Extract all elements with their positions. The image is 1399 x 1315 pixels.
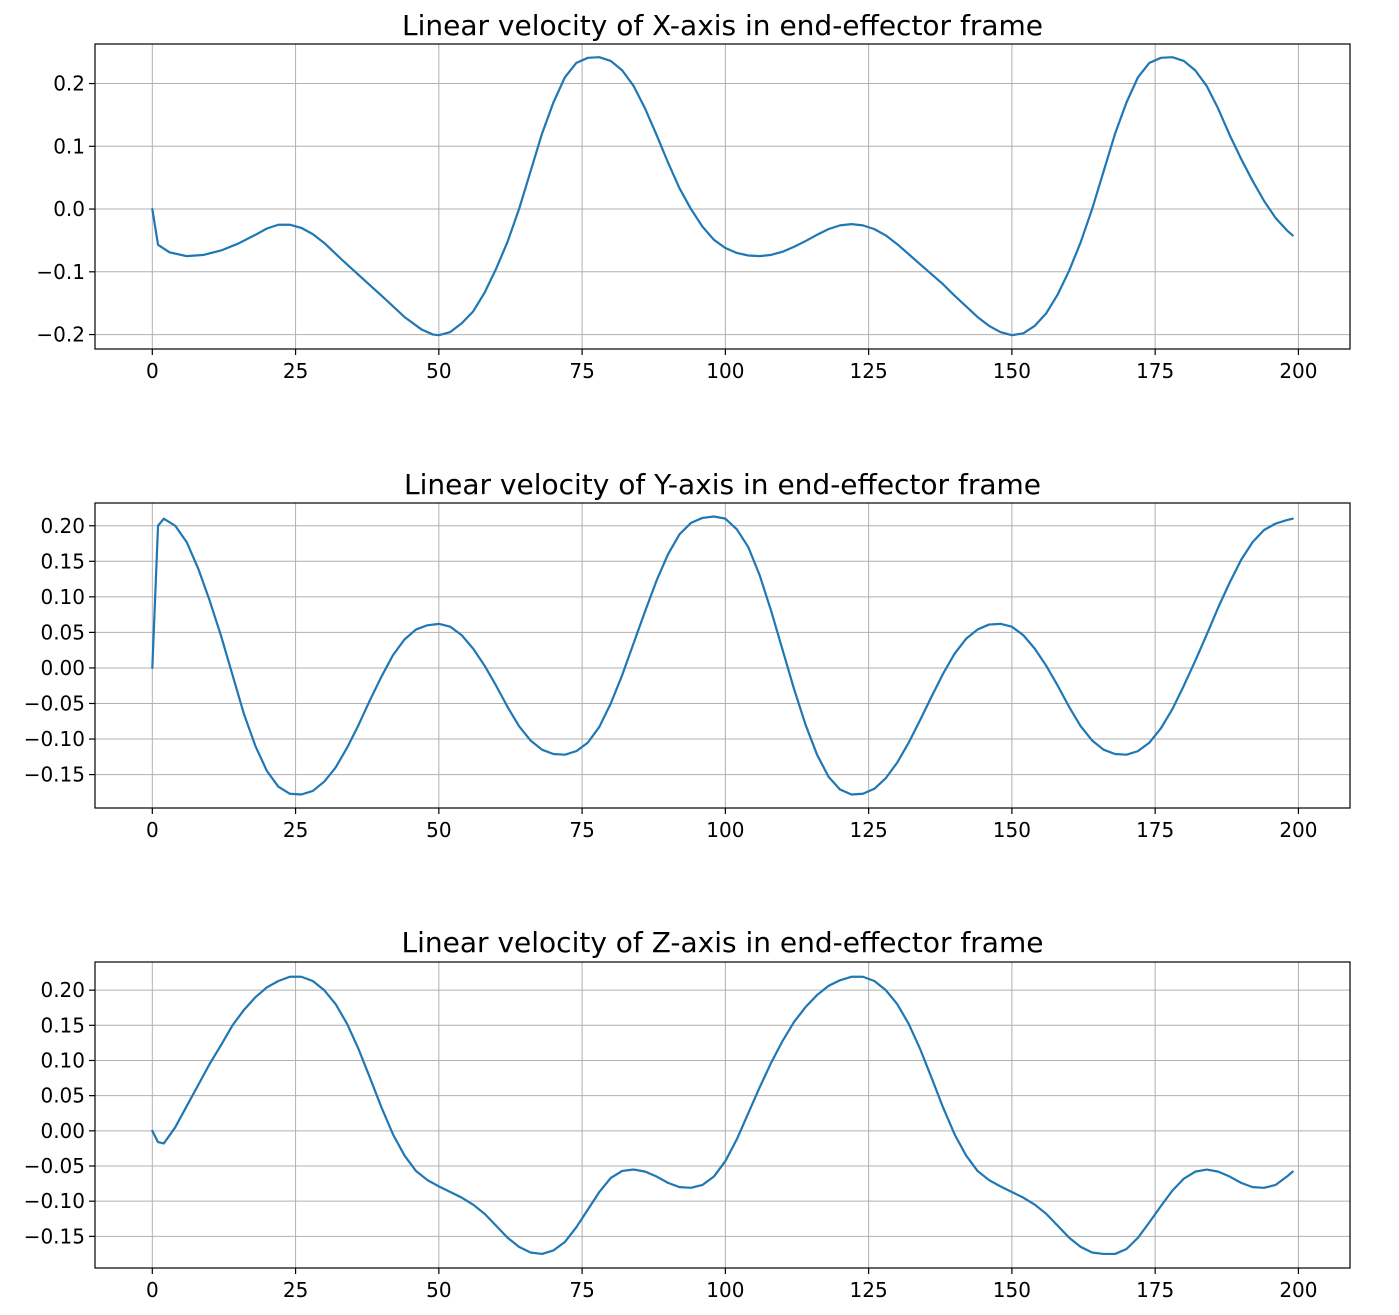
y-velocity-y-tick-label: 0.10: [40, 585, 85, 609]
y-velocity-y-tick-label: 0.15: [40, 549, 85, 573]
y-velocity-series-line: [151, 515, 1294, 796]
z-velocity-x-tick-label: 50: [426, 1278, 451, 1302]
y-velocity-y-tick-label: 0.05: [40, 620, 85, 644]
y-velocity-x-tick-label: 25: [283, 818, 308, 842]
z-velocity-y-tick-label: 0.10: [40, 1048, 85, 1072]
x-velocity-panel: Linear velocity of X-axis in end-effecto…: [36, 9, 1351, 383]
y-velocity-panel: Linear velocity of Y-axis in end-effecto…: [24, 468, 1351, 842]
z-velocity-x-tick-label: 0: [146, 1278, 159, 1302]
z-velocity-panel: Linear velocity of Z-axis in end-effecto…: [24, 926, 1351, 1302]
x-velocity-series-line: [151, 56, 1294, 337]
z-velocity-x-tick-label: 125: [850, 1278, 888, 1302]
z-velocity-x-tick-label: 75: [569, 1278, 594, 1302]
z-velocity-axes-frame: [94, 961, 1351, 1269]
x-velocity-x-tick-label: 0: [146, 359, 159, 383]
x-velocity-x-tick-label: 100: [706, 359, 744, 383]
x-velocity-x-tick-label: 125: [850, 359, 888, 383]
x-velocity-y-tick-label: 0.0: [53, 197, 85, 221]
y-velocity-x-tick-label: 125: [850, 818, 888, 842]
y-velocity-y-tick-label: 0.20: [40, 514, 85, 538]
z-velocity-y-tick-label: 0.15: [40, 1013, 85, 1037]
z-velocity-title: Linear velocity of Z-axis in end-effecto…: [402, 926, 1044, 959]
x-velocity-y-tick-label: 0.1: [53, 134, 85, 158]
z-velocity-x-tick-label: 150: [993, 1278, 1031, 1302]
z-velocity-x-tick-label: 200: [1279, 1278, 1317, 1302]
y-velocity-x-tick-label: 50: [426, 818, 451, 842]
x-velocity-x-tick-label: 150: [993, 359, 1031, 383]
z-velocity-x-tick-label: 175: [1136, 1278, 1174, 1302]
x-velocity-y-tick-label: −0.2: [36, 323, 85, 347]
x-velocity-axes-frame: [94, 43, 1351, 350]
x-velocity-y-tick-label: −0.1: [36, 260, 85, 284]
y-velocity-y-tick-label: −0.05: [24, 691, 85, 715]
y-velocity-x-tick-label: 175: [1136, 818, 1174, 842]
z-velocity-y-tick-label: 0.00: [40, 1119, 85, 1143]
y-velocity-x-tick-label: 75: [569, 818, 594, 842]
x-velocity-y-tick-label: 0.2: [53, 72, 85, 96]
x-velocity-x-tick-label: 25: [283, 359, 308, 383]
z-velocity-series-line: [151, 975, 1294, 1256]
y-velocity-x-tick-label: 100: [706, 818, 744, 842]
z-velocity-y-tick-label: −0.15: [24, 1224, 85, 1248]
x-velocity-title: Linear velocity of X-axis in end-effecto…: [402, 9, 1043, 42]
y-velocity-x-tick-label: 150: [993, 818, 1031, 842]
y-velocity-title: Linear velocity of Y-axis in end-effecto…: [404, 468, 1041, 501]
x-velocity-x-tick-label: 200: [1279, 359, 1317, 383]
x-velocity-x-tick-label: 75: [569, 359, 594, 383]
y-velocity-y-tick-label: 0.00: [40, 656, 85, 680]
y-velocity-axes-frame: [94, 502, 1351, 809]
z-velocity-x-tick-label: 100: [706, 1278, 744, 1302]
z-velocity-x-tick-label: 25: [283, 1278, 308, 1302]
z-velocity-y-tick-label: 0.05: [40, 1084, 85, 1108]
y-velocity-x-tick-label: 200: [1279, 818, 1317, 842]
z-velocity-y-tick-label: 0.20: [40, 978, 85, 1002]
y-velocity-y-tick-label: −0.15: [24, 763, 85, 787]
z-velocity-y-tick-label: −0.10: [24, 1189, 85, 1213]
y-velocity-x-tick-label: 0: [146, 818, 159, 842]
z-velocity-y-tick-label: −0.05: [24, 1154, 85, 1178]
x-velocity-x-tick-label: 50: [426, 359, 451, 383]
x-velocity-x-tick-label: 175: [1136, 359, 1174, 383]
y-velocity-y-tick-label: −0.10: [24, 727, 85, 751]
